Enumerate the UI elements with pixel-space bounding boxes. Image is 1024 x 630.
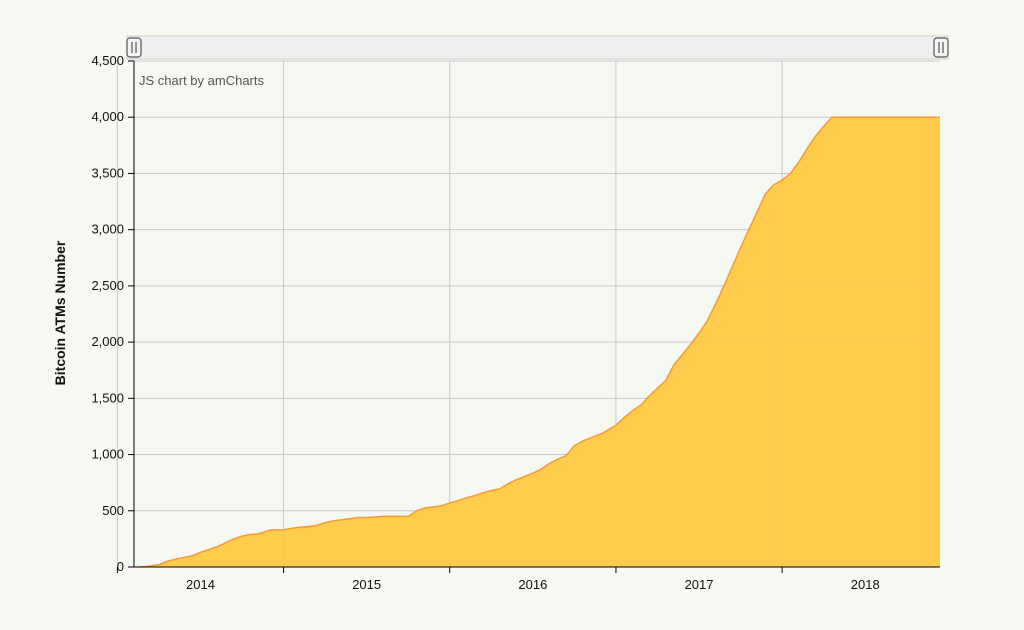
x-tick-label: 2016 xyxy=(518,577,547,592)
y-axis-ticks: 0 500 1,000 1,500 2,000 2,500 3,000 3,500 4,000 4… xyxy=(91,53,134,574)
area-fill xyxy=(138,117,940,567)
y-tick-label: 1,500 xyxy=(91,390,124,405)
y-tick-label: 1,000 xyxy=(91,447,124,462)
y-tick-label: 2,000 xyxy=(91,334,124,349)
area-line xyxy=(138,116,940,568)
scrollbar[interactable] xyxy=(126,35,949,60)
x-tick-label: 2018 xyxy=(851,577,880,592)
y-tick-label: 500 xyxy=(102,503,124,518)
y-tick-label: 2,500 xyxy=(91,278,124,293)
scrollbar-right-grip[interactable] xyxy=(933,37,949,58)
scrollbar-track[interactable] xyxy=(126,35,949,60)
y-tick-label: 4,500 xyxy=(91,53,124,68)
x-tick-label: 2017 xyxy=(685,577,714,592)
y-tick-label: 3,000 xyxy=(91,222,124,237)
y-axis-label: Bitcoin ATMs Number xyxy=(52,240,68,385)
x-axis-ticks: 2014 2015 2016 2017 2018 xyxy=(116,567,880,592)
axes xyxy=(133,61,940,568)
y-tick-label: 0 xyxy=(117,559,124,574)
y-tick-label: 3,500 xyxy=(91,165,124,180)
x-tick-label: 2014 xyxy=(186,577,215,592)
x-tick-label: 2015 xyxy=(352,577,381,592)
scrollbar-left-grip[interactable] xyxy=(126,37,142,58)
y-tick-label: 4,000 xyxy=(91,109,124,124)
chart-credit[interactable]: JS chart by amCharts xyxy=(139,73,264,88)
